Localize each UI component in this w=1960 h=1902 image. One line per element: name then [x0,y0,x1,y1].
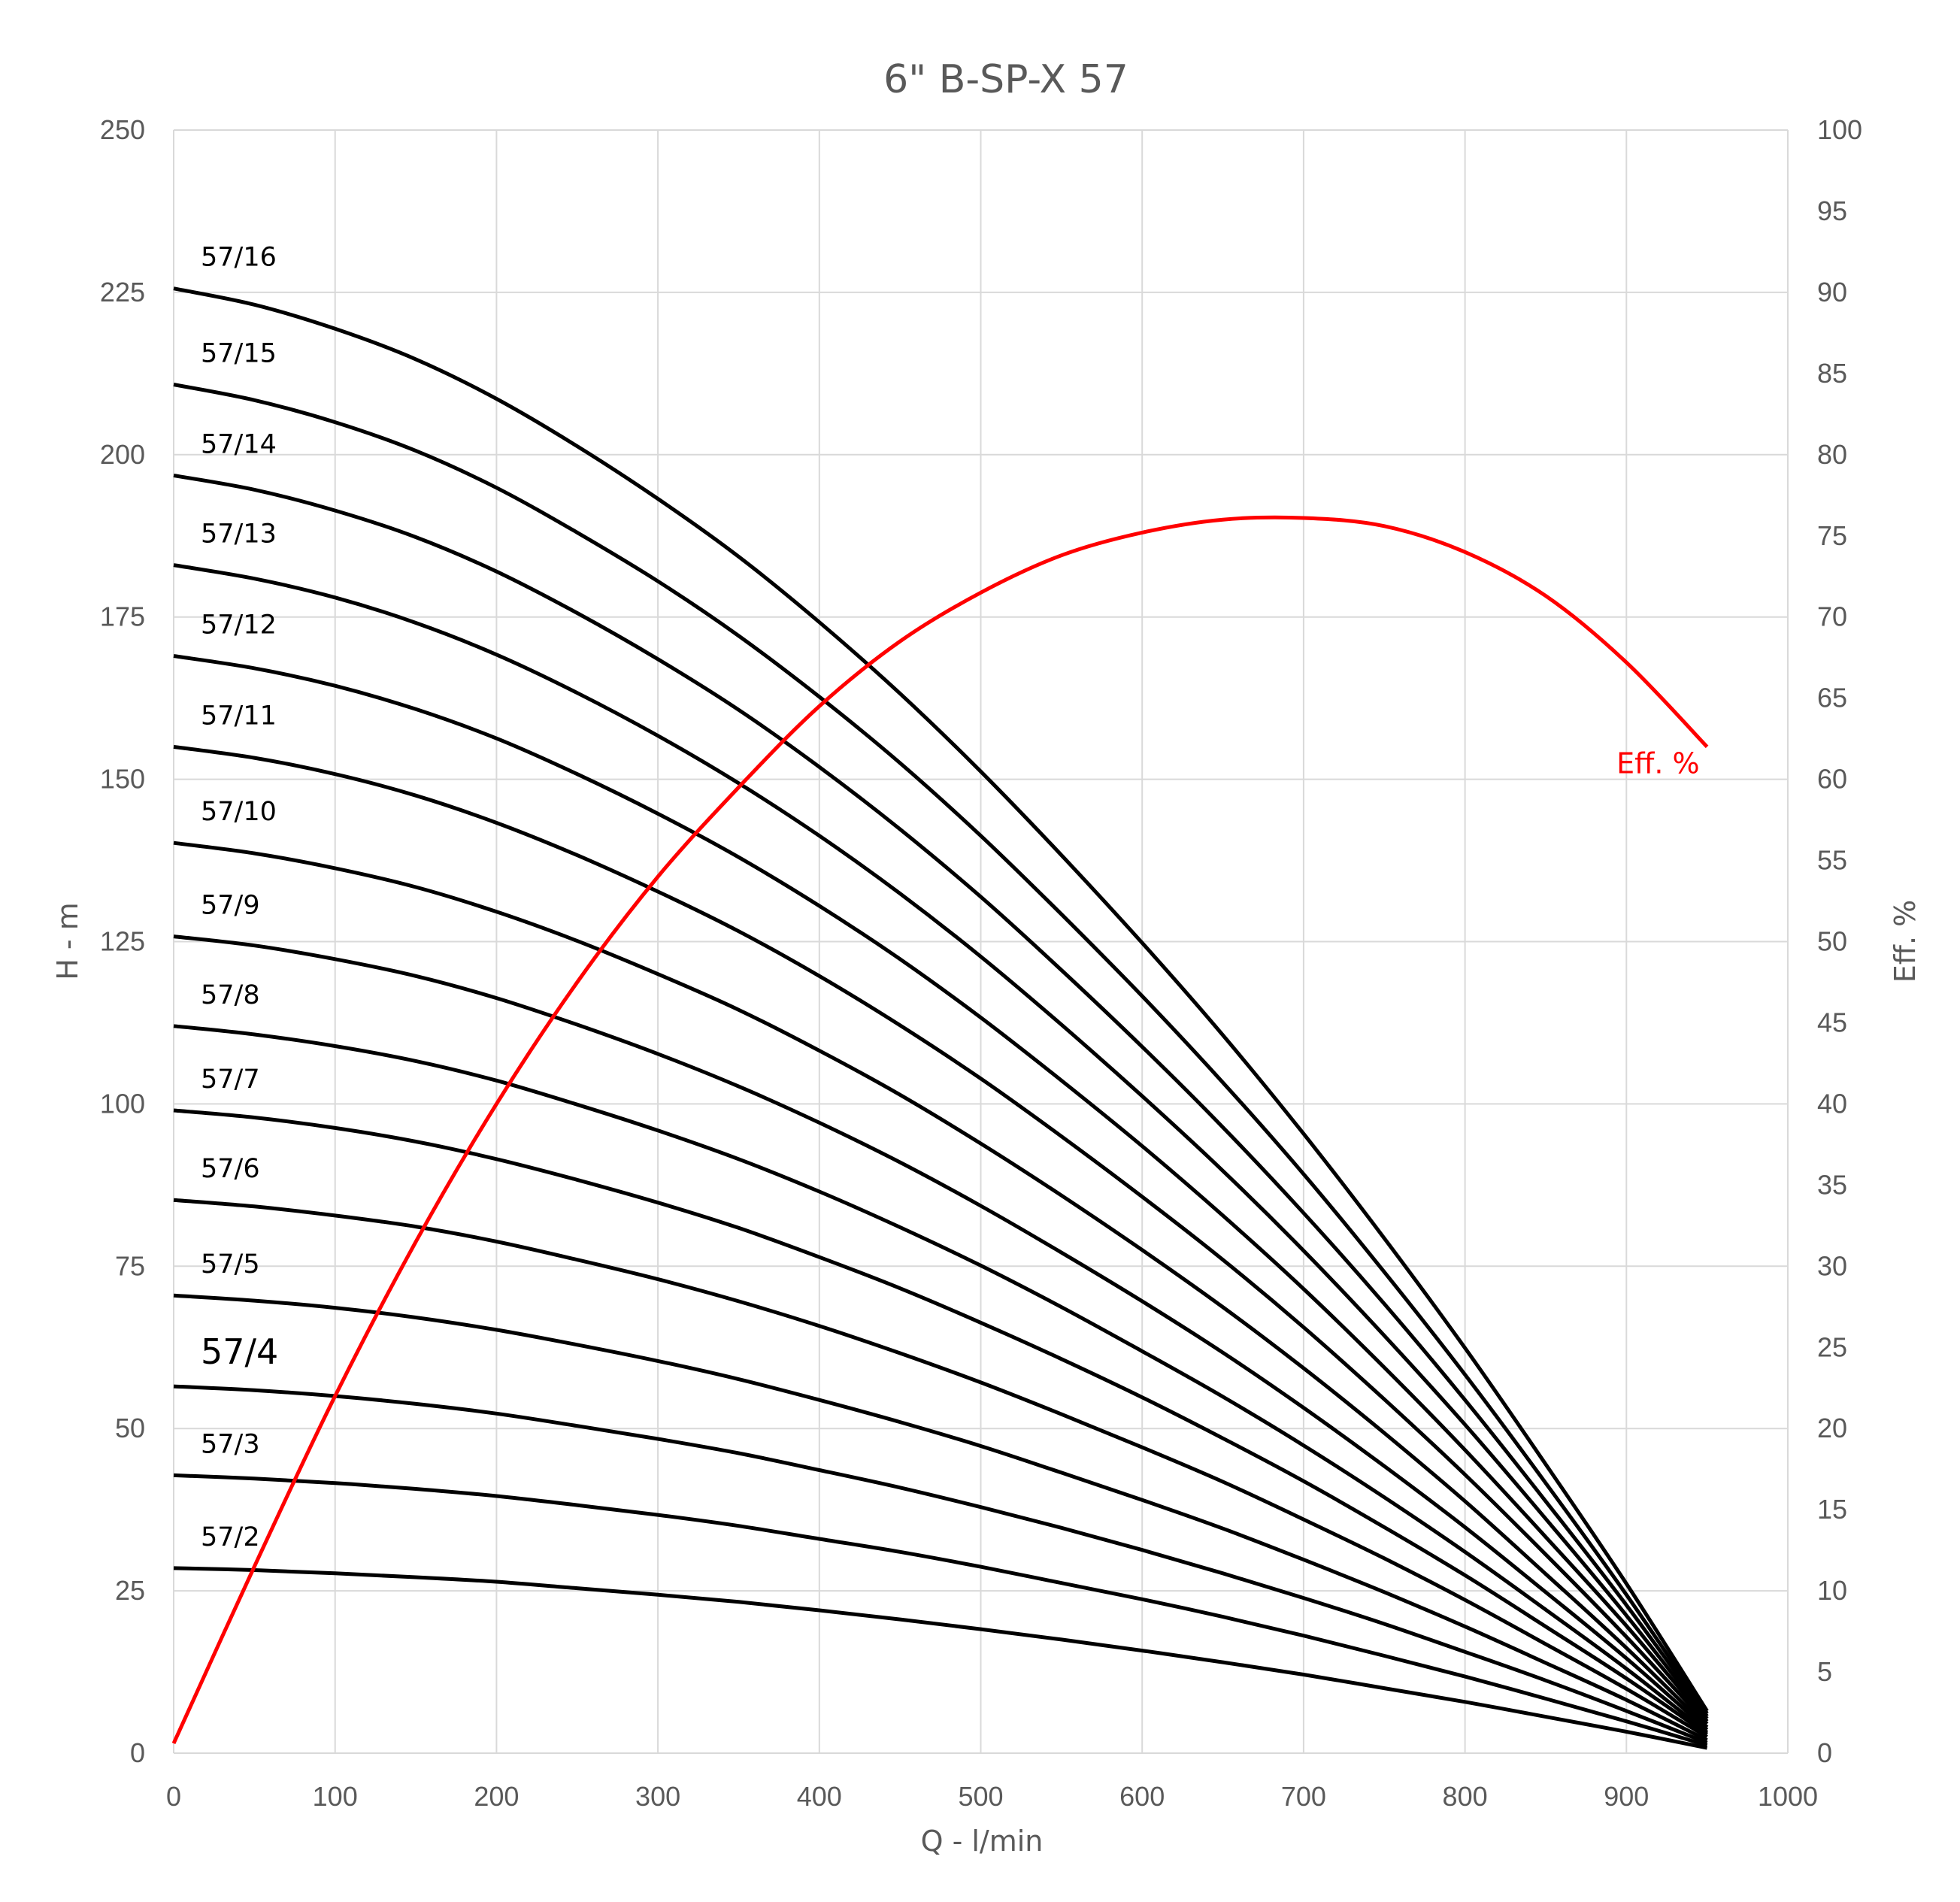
y-tick-label: 250 [100,114,145,145]
series-line-57-4 [173,1384,1708,1745]
series-line-57-15 [173,383,1709,1715]
x-tick-label: 500 [958,1781,1003,1812]
x-tick-label: 0 [166,1781,181,1812]
series-label-57-5: 57/5 [201,1249,260,1280]
series-label-57-16: 57/16 [201,243,277,273]
y-tick-label: 100 [100,1088,145,1119]
x-tick-label: 300 [635,1781,680,1812]
x-tick-label: 200 [474,1781,519,1812]
series-label-57-9: 57/9 [201,891,260,921]
y2-tick-label: 100 [1817,114,1862,145]
x-tick-label: 700 [1281,1781,1326,1812]
x-tick-label: 100 [313,1781,358,1812]
y2-tick-label: 10 [1817,1575,1847,1606]
y-tick-label: 175 [100,601,145,632]
y2-tick-label: 95 [1817,195,1847,226]
y-tick-label: 150 [100,764,145,795]
y2-tick-label: 30 [1817,1250,1847,1281]
y2-tick-label: 90 [1817,277,1847,307]
x-tick-label: 800 [1443,1781,1488,1812]
series-label-eff: Eff. % [1616,747,1699,780]
series-label-57-15: 57/15 [201,339,277,369]
y2-tick-label: 75 [1817,520,1847,551]
series-label-57-11: 57/11 [201,701,277,731]
series-line-57-9 [173,934,1709,1731]
y2-tick-label: 40 [1817,1088,1847,1119]
y-tick-label: 0 [130,1737,145,1768]
series-label-57-8: 57/8 [201,980,260,1010]
series-label-57-2: 57/2 [201,1522,260,1552]
series-line-57-13 [173,563,1709,1720]
y2-tick-label: 60 [1817,764,1847,795]
y2-tick-label: 35 [1817,1169,1847,1200]
series-line-eff [171,515,1709,1745]
y2-tick-label: 65 [1817,683,1847,713]
y2-tick-label: 80 [1817,439,1847,470]
series-label-57-10: 57/10 [201,797,277,827]
series-labels: 57/16 57/15 57/14 57/13 57/12 57/11 57/10 57/9 5… [201,243,1700,1552]
y2-tick-label: 45 [1817,1007,1847,1037]
x-tick-label: 400 [797,1781,842,1812]
series-label-57-3: 57/3 [201,1429,260,1459]
y2-tick-label: 20 [1817,1413,1847,1443]
series-line-57-12 [173,654,1709,1723]
series-curves [171,286,1709,1750]
y2-tick-label: 85 [1817,358,1847,389]
y-tick-label: 75 [115,1250,145,1281]
y-tick-label: 50 [115,1413,145,1443]
y-axis-title: H - m [51,902,84,980]
y2-tick-label: 55 [1817,845,1847,876]
series-label-57-6: 57/6 [201,1154,260,1184]
x-tick-label: 1000 [1758,1781,1818,1812]
series-line-57-14 [173,473,1709,1718]
series-line-57-6 [173,1198,1708,1739]
series-label-57-12: 57/12 [201,610,277,641]
series-label-57-13: 57/13 [201,519,277,550]
series-line-57-16 [173,286,1709,1713]
y2-tick-label: 25 [1817,1331,1847,1362]
y2-tick-label: 0 [1817,1737,1832,1768]
axis-ticks: 0 100 200 300 400 500 600 700 800 900 100002550751… [100,114,1862,1812]
grid [173,129,1789,1754]
y2-tick-label: 5 [1817,1656,1832,1687]
y-tick-label: 200 [100,439,145,470]
x-tick-label: 900 [1604,1781,1649,1812]
y2-axis-title: Eff. % [1889,900,1922,983]
series-line-57-7 [173,1108,1709,1737]
series-label-57-4: 57/4 [201,1331,278,1372]
series-line-57-10 [173,840,1709,1729]
series-line-57-2 [173,1566,1708,1750]
series-line-57-5 [173,1293,1708,1742]
series-label-57-7: 57/7 [201,1065,260,1095]
y2-tick-label: 50 [1817,926,1847,957]
y2-tick-label: 70 [1817,601,1847,632]
y-tick-label: 225 [100,277,145,307]
series-line-57-8 [173,1024,1709,1734]
y-tick-label: 125 [100,926,145,957]
x-axis-title: Q - l/min [921,1825,1044,1858]
series-label-57-14: 57/14 [201,429,277,459]
series-line-57-11 [173,744,1709,1725]
y-tick-label: 25 [115,1575,145,1606]
series-line-57-3 [173,1473,1708,1747]
chart-title: 6" B-SP-X 57 [883,57,1128,102]
x-tick-label: 600 [1119,1781,1165,1812]
y2-tick-label: 15 [1817,1494,1847,1525]
